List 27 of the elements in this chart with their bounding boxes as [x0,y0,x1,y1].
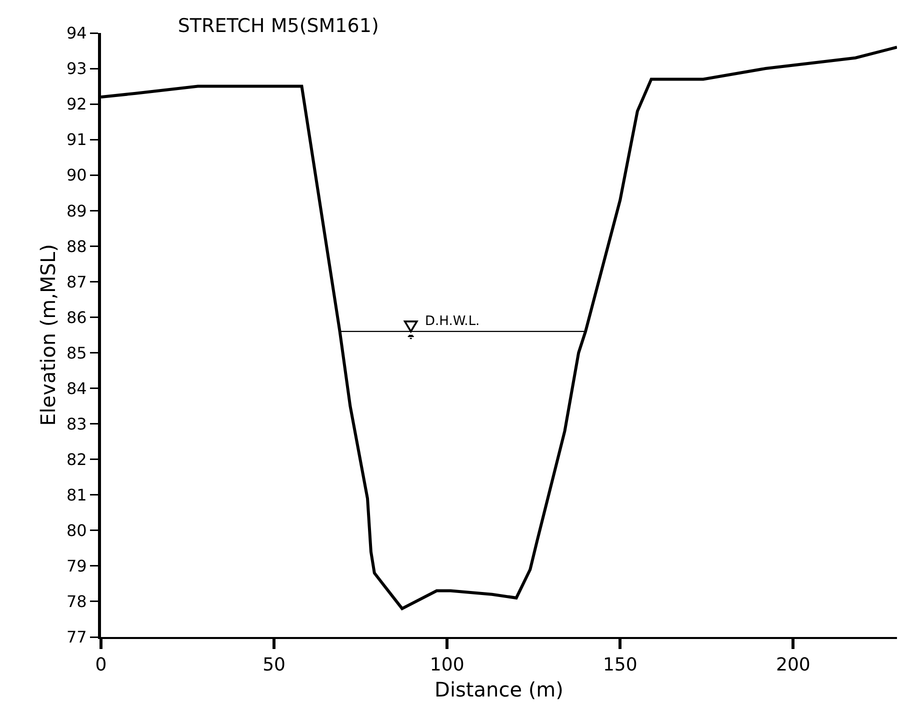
y-tick-label: 93 [66,59,87,78]
x-tick-label: 200 [776,654,810,676]
y-tick-label: 79 [66,556,87,576]
annotation: D.H.W.L. [425,314,480,329]
y-tick-label: 87 [66,272,87,292]
x-tick-label: 100 [430,654,464,676]
y-tick-label: 83 [66,414,87,434]
y-tick-label: 77 [66,628,87,647]
y-tick-label: 88 [66,236,87,256]
y-tick-label: 91 [66,130,87,150]
y-tick-label: 86 [66,308,87,327]
y-tick-label: 82 [66,450,87,469]
y-tick-label: 94 [66,24,87,43]
y-tick-label: 92 [66,94,87,114]
y-tick-label: 84 [66,378,87,398]
y-tick-label: 81 [66,485,87,504]
x-tick-label: 0 [95,654,107,676]
y-tick-label: 85 [66,343,87,362]
x-tick-label: 150 [602,654,638,676]
y-tick-label: 78 [66,592,87,612]
y-axis-title: Elevation (m,MSL) [36,244,60,426]
y-tick-label: 90 [66,166,87,185]
y-tick-label: 80 [66,521,87,540]
x-axis-title: Distance (m) [434,678,564,702]
x-tick-label: 50 [262,654,286,676]
y-tick-label: 89 [66,201,87,220]
chart-title: STRETCH M5(SM161) [178,14,379,37]
